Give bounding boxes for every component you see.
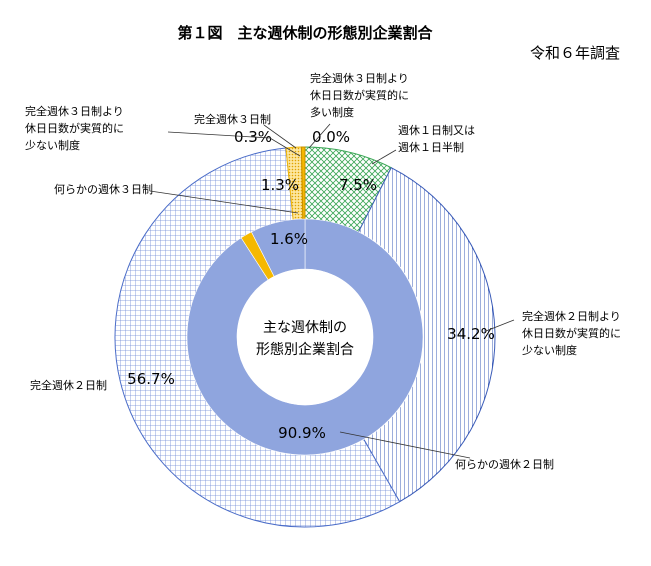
category-label-less2: 完全週休２日制より 休日日数が実質的に 少ない制度 [522,309,625,357]
leader-line-some3 [149,190,299,214]
leader-line-less3 [167,131,301,157]
center-label-line2: 形態別企業割合 [256,341,354,358]
category-label-week1: 週休１日制又は 週休１日半制 [398,124,479,154]
data-label-some3: 1.6% [270,230,308,248]
chart-title: 第１図 主な週休制の形態別企業割合 [177,24,433,42]
leader-line-full3 [263,124,297,149]
category-label-more3: 完全週休３日制より 休日日数が実質的に 多い制度 [310,71,413,119]
leader-lines [149,123,515,459]
category-label-full2: 完全週休２日制 [30,378,107,392]
inner-ring [186,218,424,456]
category-label-less3: 完全週休３日制より 休日日数が実質的に 少ない制度 [25,104,128,152]
survey-note: 令和６年調査 [530,44,620,62]
donut-hole [237,269,373,405]
data-label-week1: 7.5% [339,176,377,194]
data-label-full2: 56.7% [127,370,175,388]
leader-line-week1 [371,149,397,165]
data-label-less3: 1.3% [261,176,299,194]
inner-slice-0 [186,218,424,456]
outer-ring [114,146,496,528]
leader-line-more3 [308,123,331,149]
data-label-more3: 0.0% [312,128,350,146]
category-label-some2: 何らかの週休２日制 [455,458,554,471]
leader-line-less2 [485,319,515,332]
data-label-less2: 34.2% [447,325,495,343]
category-label-full3: 完全週休３日制 [194,112,271,126]
category-label-some3: 何らかの週休３日制 [54,183,153,196]
data-label-some2: 90.9% [278,424,326,442]
leader-line-some2 [339,431,471,459]
center-label-line1: 主な週休制の [263,320,347,336]
